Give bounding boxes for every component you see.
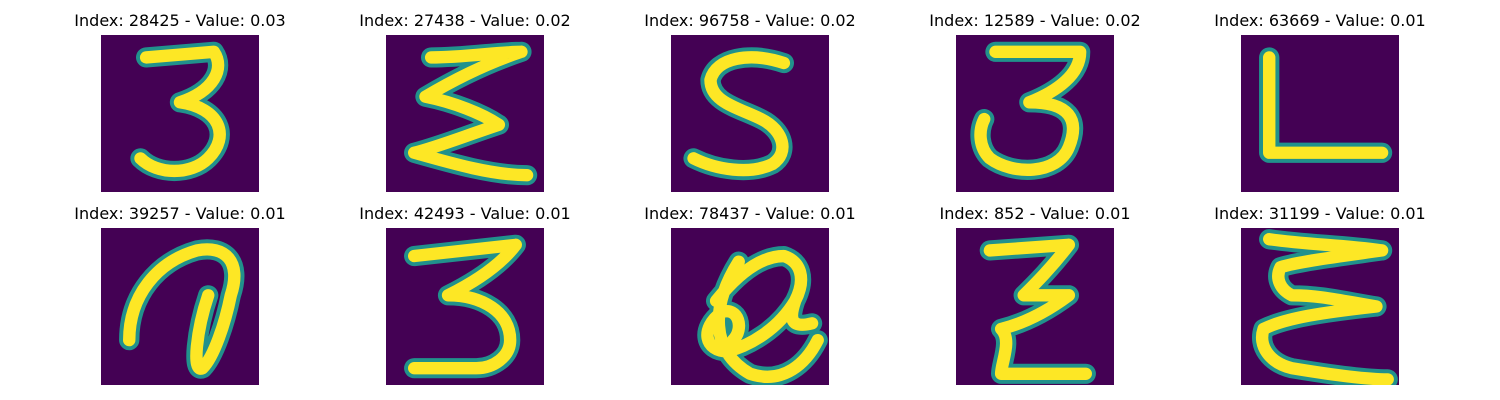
panel-title: Index: 852 - Value: 0.01 <box>939 204 1131 223</box>
digit-image <box>671 35 829 192</box>
panel-title: Index: 12589 - Value: 0.02 <box>929 11 1141 30</box>
digit-panel: Index: 852 - Value: 0.01 <box>885 204 1185 385</box>
stroke-core <box>408 45 534 182</box>
digit-panel: Index: 39257 - Value: 0.01 <box>30 204 330 385</box>
digit-image <box>1241 228 1399 385</box>
stroke-core <box>123 243 241 375</box>
digit-image <box>671 228 829 385</box>
digit-panel: Index: 63669 - Value: 0.01 <box>1170 11 1470 192</box>
digit-panel: Index: 12589 - Value: 0.02 <box>885 11 1185 192</box>
panel-title: Index: 28425 - Value: 0.03 <box>74 11 286 30</box>
panel-title: Index: 27438 - Value: 0.02 <box>359 11 571 30</box>
stroke-core <box>983 238 1092 380</box>
digit-panel: Index: 96758 - Value: 0.02 <box>600 11 900 192</box>
panel-title: Index: 31199 - Value: 0.01 <box>1214 204 1426 223</box>
digit-image <box>956 228 1114 385</box>
digit-panel: Index: 42493 - Value: 0.01 <box>315 204 615 385</box>
panel-title: Index: 39257 - Value: 0.01 <box>74 204 286 223</box>
digit-panel: Index: 31199 - Value: 0.01 <box>1170 204 1470 385</box>
digit-image <box>101 35 259 192</box>
digit-image <box>101 228 259 385</box>
digit-image <box>956 35 1114 192</box>
digit-image <box>386 35 544 192</box>
stroke-core <box>134 45 226 178</box>
panel-title: Index: 96758 - Value: 0.02 <box>644 11 856 30</box>
stroke-core <box>687 51 791 177</box>
digit-panel: Index: 78437 - Value: 0.01 <box>600 204 900 385</box>
stroke-core <box>408 238 522 375</box>
digit-panel: Index: 27438 - Value: 0.02 <box>315 11 615 192</box>
digit-image <box>1241 35 1399 192</box>
panel-title: Index: 42493 - Value: 0.01 <box>359 204 571 223</box>
stroke-core <box>974 45 1087 176</box>
panel-title: Index: 63669 - Value: 0.01 <box>1214 11 1426 30</box>
digit-image <box>386 228 544 385</box>
stroke-core <box>1256 233 1394 385</box>
stroke-core <box>701 249 824 383</box>
stroke-core <box>1263 51 1389 159</box>
panel-title: Index: 78437 - Value: 0.01 <box>644 204 856 223</box>
digit-panel: Index: 28425 - Value: 0.03 <box>30 11 330 192</box>
